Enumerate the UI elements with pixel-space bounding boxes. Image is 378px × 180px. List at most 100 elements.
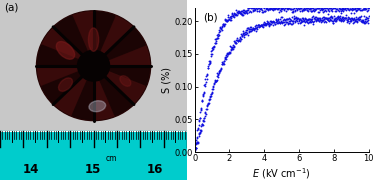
Point — [253, 6, 259, 9]
Point — [361, 8, 367, 11]
Point — [271, 20, 277, 23]
Point — [283, 18, 289, 21]
Point — [216, 69, 222, 72]
Point — [247, 10, 253, 12]
Point — [219, 28, 225, 31]
Point — [260, 6, 266, 8]
Point — [344, 18, 350, 21]
Point — [294, 19, 300, 22]
Wedge shape — [54, 16, 93, 66]
Point — [301, 24, 307, 27]
Point — [245, 26, 251, 29]
Point — [317, 8, 323, 11]
Point — [267, 8, 273, 11]
Point — [315, 7, 321, 10]
Point — [274, 4, 280, 7]
Point — [301, 17, 307, 20]
Point — [233, 14, 239, 17]
Point — [305, 10, 311, 13]
Point — [220, 62, 226, 65]
Point — [198, 123, 204, 126]
Point — [201, 84, 208, 86]
Point — [345, 7, 351, 10]
Point — [332, 17, 338, 20]
Circle shape — [37, 11, 150, 121]
Point — [256, 24, 262, 27]
Point — [217, 70, 223, 73]
Point — [321, 17, 327, 20]
Point — [322, 3, 328, 6]
Point — [249, 28, 256, 30]
Point — [204, 105, 210, 108]
Wedge shape — [93, 66, 115, 120]
Text: cm: cm — [106, 154, 117, 163]
Point — [198, 128, 204, 131]
Point — [303, 6, 309, 9]
Point — [281, 8, 287, 11]
Point — [326, 16, 332, 19]
Point — [217, 69, 223, 72]
Point — [235, 10, 242, 13]
Point — [313, 18, 319, 21]
Point — [347, 5, 353, 8]
Point — [210, 48, 216, 50]
Text: 16: 16 — [147, 163, 164, 176]
Point — [360, 5, 366, 8]
Point — [209, 92, 215, 95]
Point — [213, 42, 219, 45]
Point — [255, 23, 261, 26]
Point — [328, 18, 334, 21]
Point — [249, 28, 255, 31]
Point — [247, 25, 253, 28]
Point — [291, 5, 297, 8]
Point — [212, 40, 218, 43]
Point — [215, 35, 221, 38]
Wedge shape — [38, 66, 93, 86]
Point — [358, 19, 364, 22]
Point — [313, 8, 319, 11]
Point — [305, 4, 311, 7]
Point — [289, 16, 295, 19]
Point — [239, 13, 245, 16]
Point — [328, 7, 335, 10]
Point — [317, 16, 323, 19]
Point — [225, 18, 231, 21]
Point — [362, 7, 368, 10]
Point — [324, 6, 330, 9]
Point — [220, 63, 226, 66]
Point — [220, 23, 226, 26]
Point — [321, 6, 327, 9]
Point — [350, 3, 356, 6]
Point — [350, 21, 356, 23]
Point — [355, 6, 361, 8]
Point — [299, 4, 305, 7]
Point — [228, 47, 234, 50]
Point — [238, 11, 244, 14]
Point — [338, 19, 344, 22]
Point — [282, 19, 288, 22]
Point — [292, 20, 298, 23]
Point — [200, 118, 206, 121]
Point — [342, 16, 349, 19]
Point — [205, 66, 211, 69]
Point — [308, 21, 314, 23]
Point — [352, 6, 358, 9]
Point — [248, 10, 254, 13]
Point — [192, 149, 198, 152]
Point — [220, 22, 226, 25]
Point — [214, 74, 220, 77]
Point — [341, 7, 347, 10]
Point — [215, 74, 221, 76]
Point — [341, 17, 347, 20]
Point — [251, 7, 257, 10]
Point — [319, 18, 325, 21]
Point — [208, 50, 214, 53]
Point — [299, 19, 305, 22]
Point — [257, 4, 263, 7]
Wedge shape — [93, 66, 133, 115]
Point — [288, 8, 294, 11]
Point — [356, 6, 362, 9]
Point — [296, 6, 302, 9]
Point — [201, 92, 207, 94]
Point — [243, 9, 249, 12]
